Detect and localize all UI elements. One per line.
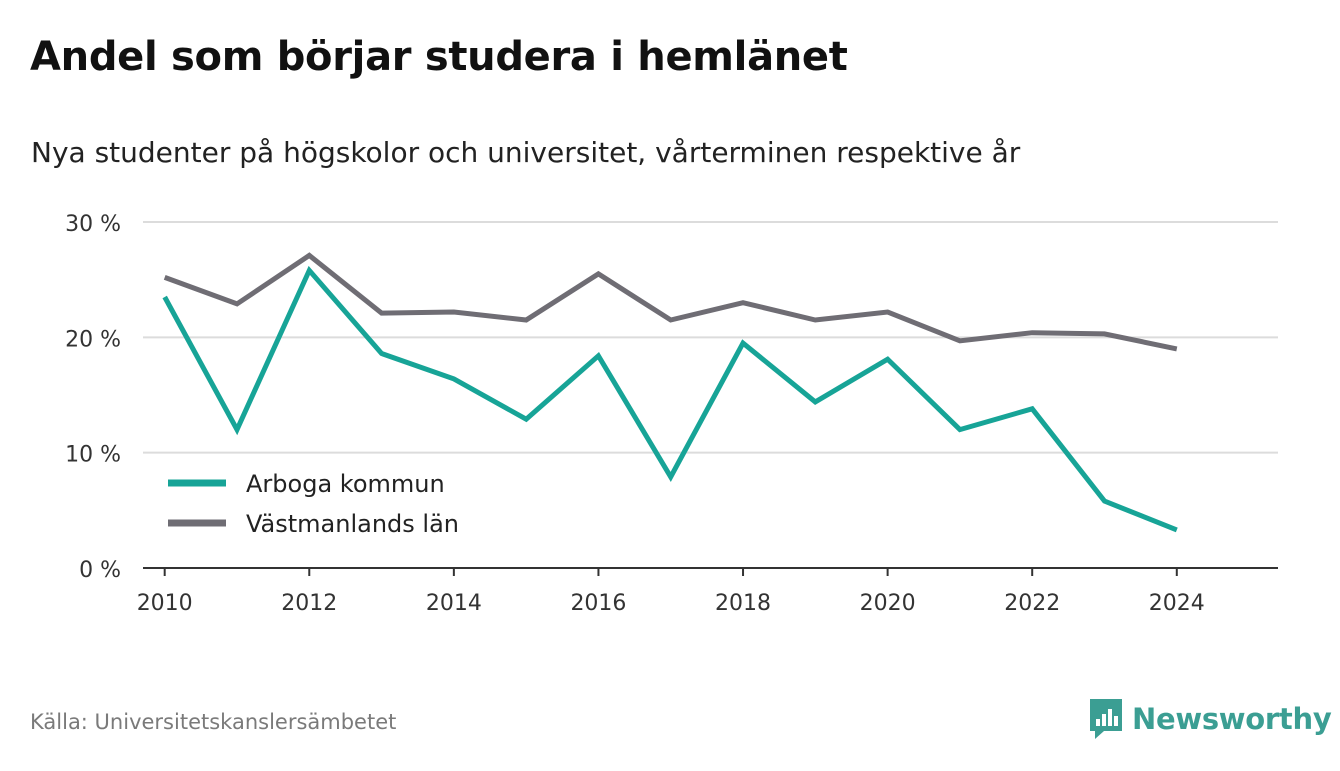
legend-label: Västmanlands län	[246, 510, 459, 538]
y-tick-label: 30 %	[65, 212, 121, 237]
x-tick-label: 2018	[715, 591, 771, 616]
brand-name: Newsworthy	[1132, 702, 1332, 736]
legend-label: Arboga kommun	[246, 470, 445, 498]
x-tick-label: 2012	[281, 591, 337, 616]
series-line	[162, 265, 1178, 533]
y-tick-label: 20 %	[65, 327, 121, 352]
brand-logo[interactable]: Newsworthy	[1088, 697, 1332, 741]
newsworthy-logo-icon	[1090, 699, 1122, 739]
x-tick-label: 2014	[426, 591, 482, 616]
source-note: Källa: Universitetskanslersämbetet	[30, 710, 397, 734]
chart-title: Andel som börjar studera i hemlänet	[30, 34, 848, 80]
chart-subtitle: Nya studenter på högskolor och universit…	[31, 136, 1021, 169]
x-tick-label: 2010	[137, 591, 193, 616]
x-tick-label: 2020	[860, 591, 916, 616]
x-tick-label: 2024	[1149, 591, 1205, 616]
x-tick-label: 2022	[1004, 591, 1060, 616]
series-line	[163, 252, 1178, 352]
y-tick-label: 0 %	[79, 558, 121, 583]
y-tick-label: 10 %	[65, 443, 121, 468]
line-chart: 0 % 10 % 20 % 30 % 2010 2012 2014 2016 2018 2020 2…	[65, 212, 1278, 616]
x-tick-label: 2016	[570, 591, 626, 616]
